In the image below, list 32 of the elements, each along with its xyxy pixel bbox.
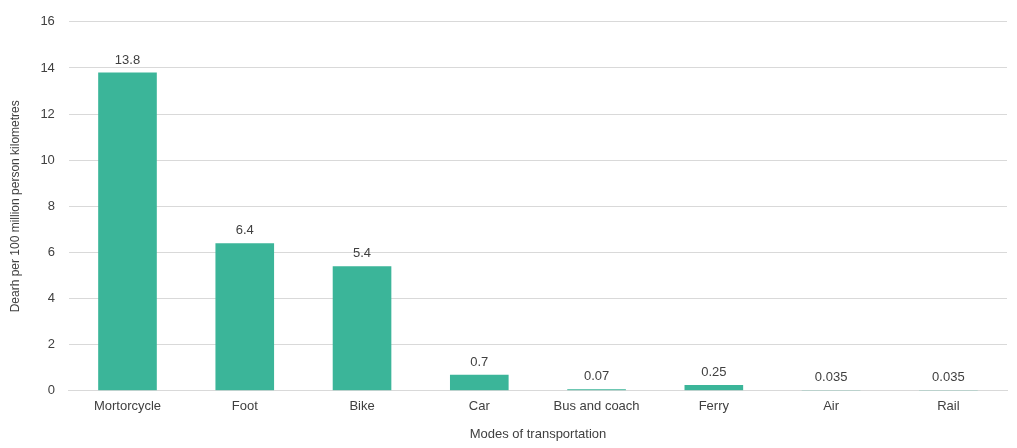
data-label: 6.4 (235, 222, 254, 238)
data-label: 5.4 (352, 245, 372, 261)
data-label: 0.25 (701, 364, 727, 380)
y-tick-label: 6 (47, 244, 55, 259)
y-tick-label: 12 (40, 105, 55, 121)
y-axis-title: Dearh per 100 million person kilometres (7, 100, 22, 313)
y-tick-label: 10 (40, 151, 55, 167)
bar (684, 385, 744, 391)
bar (215, 243, 275, 391)
data-label: 0.07 (583, 368, 610, 384)
x-axis-title: Modes of transportation (469, 425, 607, 441)
x-tick-label: Bus and coach (553, 398, 640, 414)
y-tick-label: 16 (40, 13, 55, 29)
bar (449, 374, 509, 391)
data-label: 0.035 (814, 369, 848, 385)
x-tick-label: Rail (937, 398, 960, 414)
x-tick-label: Ferry (698, 398, 730, 414)
y-tick-label: 8 (47, 197, 55, 213)
data-label: 0.035 (932, 369, 965, 385)
bar (98, 72, 157, 391)
data-label: 13.8 (114, 51, 141, 67)
y-tick-label: 4 (47, 290, 55, 306)
x-tick-label: Air (823, 398, 840, 414)
x-tick-label: Foot (231, 398, 259, 414)
x-tick-label: Bike (349, 398, 375, 414)
x-tick-label: Mortorcycle (93, 398, 162, 414)
y-tick-label: 2 (47, 336, 55, 352)
data-label: 0.7 (470, 353, 489, 369)
y-tick-label: 0 (47, 382, 55, 398)
bar (332, 266, 392, 391)
y-tick-label: 14 (40, 59, 55, 75)
x-tick-label: Car (468, 398, 491, 414)
